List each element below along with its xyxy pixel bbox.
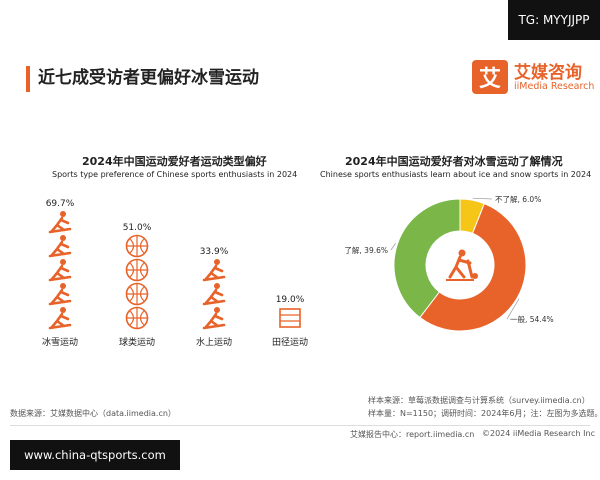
- footer-divider: [10, 425, 590, 426]
- logo-icon: 艾: [472, 60, 508, 94]
- bar-value-label: 33.9%: [200, 247, 229, 257]
- track-icon: [279, 308, 301, 328]
- right-chart-subtitle: Chinese sports enthusiasts learn about i…: [320, 170, 592, 179]
- page-title: 近七成受访者更偏好冰雪运动: [38, 68, 259, 88]
- category-label: 水上运动: [196, 336, 232, 348]
- category-label: 冰雪运动: [42, 336, 78, 348]
- skier-icon: [60, 283, 66, 289]
- donut-center: [436, 241, 484, 289]
- leader-line: [506, 298, 520, 320]
- source-right-1: 样本来源：草莓派数据调查与计算系统（survey.iimedia.cn）: [368, 396, 590, 405]
- left-chart-title: 2024年中国运动爱好者运动类型偏好: [82, 155, 267, 168]
- category-label: 球类运动: [119, 336, 155, 348]
- source-left: 数据来源：艾媒数据中心（data.iimedia.cn）: [10, 409, 176, 418]
- bar-ball-icon: [125, 234, 149, 330]
- watermark-top: TG: MYYJJPP: [508, 0, 600, 40]
- left-chart-subtitle: Sports type preference of Chinese sports…: [52, 170, 298, 179]
- title-accent-bar: [26, 66, 30, 92]
- donut-slice-1: [419, 202, 527, 332]
- left-chart: 69.7% 冰雪运动 51.0% 球类运动 33.9% 水上运动 19.0% 田径运动: [42, 199, 308, 348]
- bar-value-label: 19.0%: [276, 295, 305, 305]
- footer-copyright: ©2024 iiMedia Research Inc: [482, 429, 595, 438]
- logo-cn: 艾媒咨询: [514, 63, 582, 83]
- leader-line: [390, 242, 396, 251]
- bar-swimmer-icon: [202, 259, 226, 330]
- footer-report: 艾媒报告中心：report.iimedia.cn: [350, 430, 475, 439]
- bar-value-label: 51.0%: [123, 223, 152, 233]
- skier-icon: [60, 259, 66, 265]
- right-chart-title: 2024年中国运动爱好者对冰雪运动了解情况: [345, 155, 563, 168]
- slice-label: 不了解, 6.0%: [495, 194, 541, 204]
- bar-track-icon: [279, 308, 301, 328]
- logo-en: iiMedia Research: [514, 81, 595, 92]
- slice-label: 了解, 39.6%: [344, 245, 388, 255]
- donut-slice-2: [393, 198, 461, 319]
- watermark-bottom: www.china-qtsports.com: [10, 440, 180, 470]
- source-right-2: 样本量：N=1150；调研时间：2024年6月；注：左图为多选题。: [368, 409, 600, 418]
- swimmer-icon: [214, 307, 220, 313]
- swimmer-icon: [214, 259, 220, 265]
- bar-value-label: 69.7%: [46, 199, 75, 209]
- skier-icon: [60, 307, 66, 313]
- slice-label: 一般, 54.4%: [510, 314, 554, 324]
- right-chart: 不了解, 6.0% 一般, 54.4% 了解, 39.6%: [344, 194, 554, 332]
- bar-skier-icon: [48, 211, 72, 330]
- skier-icon: [60, 235, 66, 241]
- hockey-icon: [446, 249, 478, 281]
- skier-icon: [60, 211, 66, 217]
- leader-line: [472, 197, 493, 200]
- category-label: 田径运动: [272, 336, 308, 348]
- swimmer-icon: [214, 283, 220, 289]
